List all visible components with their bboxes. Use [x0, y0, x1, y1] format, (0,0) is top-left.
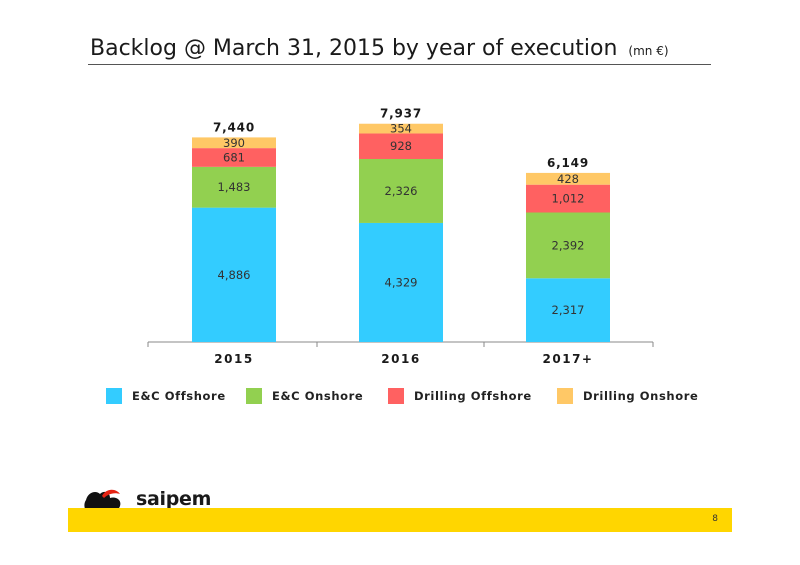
title-unit: (mn €) — [628, 44, 669, 58]
legend-item-drilling-onshore: Drilling Onshore — [557, 388, 698, 404]
legend-label-drilling-offshore: Drilling Offshore — [414, 389, 532, 403]
bar-ec-onshore-2016 — [359, 158, 443, 223]
data-label-drilling-offshore-2015: 681 — [223, 150, 245, 164]
total-label-2015: 7,440 — [213, 120, 255, 134]
footer-band: 8 — [68, 508, 732, 532]
data-label-ec-offshore-2015: 4,886 — [218, 268, 251, 282]
bar-drilling-onshore-2016 — [359, 123, 443, 134]
bar-ec-offshore-2017 — [526, 278, 610, 342]
data-label-ec-onshore-2016: 2,326 — [385, 184, 418, 198]
data-label-ec-onshore-2017: 2,392 — [552, 238, 585, 252]
total-label-2016: 7,937 — [380, 107, 422, 121]
data-label-drilling-offshore-2017: 1,012 — [552, 192, 585, 206]
bar-drilling-offshore-2016 — [359, 133, 443, 159]
bar-drilling-onshore-2017 — [526, 172, 610, 185]
title-divider — [88, 64, 711, 65]
data-label-drilling-onshore-2015: 390 — [223, 136, 245, 150]
legend-item-ec-offshore: E&C Offshore — [106, 388, 226, 404]
data-label-drilling-onshore-2016: 354 — [390, 122, 412, 136]
logo-text: saipem — [136, 488, 212, 510]
total-label-2017: 6,149 — [547, 156, 589, 170]
x-tick-label-2017: 2017+ — [543, 352, 594, 366]
x-tick-label-2015: 2015 — [214, 352, 253, 366]
legend-swatch-drilling-onshore — [557, 388, 573, 404]
bar-ec-onshore-2015 — [192, 166, 276, 208]
data-label-drilling-offshore-2016: 928 — [390, 139, 412, 153]
legend-swatch-ec-onshore — [246, 388, 262, 404]
data-label-ec-offshore-2017: 2,317 — [552, 303, 585, 317]
data-label-drilling-onshore-2017: 428 — [557, 172, 579, 186]
legend-label-drilling-onshore: Drilling Onshore — [583, 389, 699, 403]
legend-item-drilling-offshore: Drilling Offshore — [388, 388, 532, 404]
page-number: 8 — [712, 514, 718, 524]
legend-label-ec-offshore: E&C Offshore — [132, 389, 226, 403]
bar-drilling-offshore-2017 — [526, 184, 610, 213]
data-label-ec-onshore-2015: 1,483 — [218, 180, 251, 194]
bar-ec-offshore-2015 — [192, 207, 276, 342]
x-tick-label-2016: 2016 — [381, 352, 420, 366]
bar-drilling-offshore-2015 — [192, 148, 276, 167]
page-title: Backlog @ March 31, 2015 by year of exec… — [90, 36, 669, 61]
bar-ec-onshore-2017 — [526, 212, 610, 279]
data-label-ec-offshore-2016: 4,329 — [385, 275, 418, 289]
legend-swatch-drilling-offshore — [388, 388, 404, 404]
bar-ec-offshore-2016 — [359, 222, 443, 342]
bar-drilling-onshore-2015 — [192, 137, 276, 149]
title-text: Backlog @ March 31, 2015 by year of exec… — [90, 36, 618, 61]
legend-label-ec-onshore: E&C Onshore — [272, 389, 364, 403]
legend-item-ec-onshore: E&C Onshore — [246, 388, 363, 404]
legend-swatch-ec-offshore — [106, 388, 122, 404]
